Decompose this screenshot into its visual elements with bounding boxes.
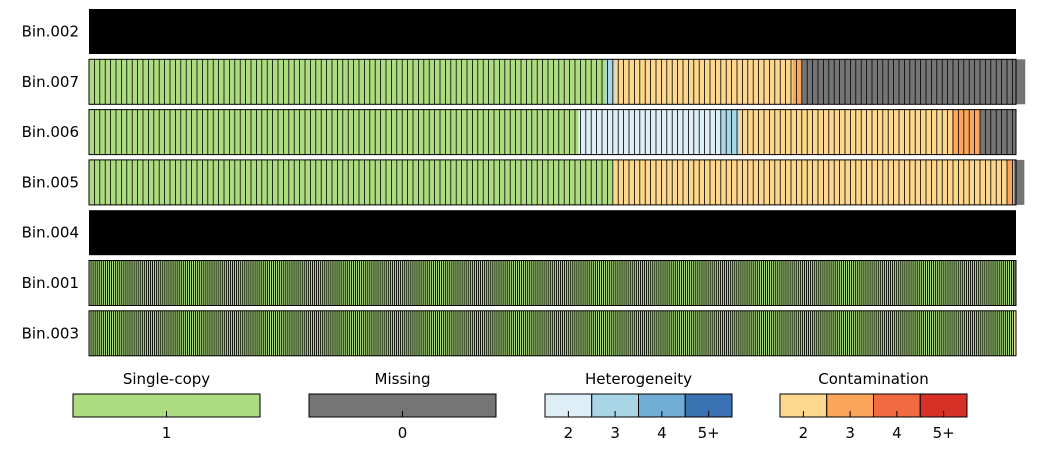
legend-tick-label: 4: [892, 424, 902, 442]
gene-separators: [94, 159, 1013, 205]
segment-con3: [792, 59, 802, 105]
bin-label: Bin.002: [22, 23, 79, 41]
segment-missing: [801, 59, 1026, 105]
legend-missing: Missing 0: [308, 370, 497, 442]
legend-tick-label: 5+: [698, 424, 720, 442]
segment-con3: [1006, 159, 1015, 205]
legend-title: Missing: [375, 370, 431, 388]
legend-contamination: Contamination 2 3 4 5+: [779, 370, 968, 442]
bin-rows: Bin.002 Bin.007 Bin.006 Bin.005 Bin.004 Bin.0…: [22, 9, 1026, 357]
segment-single: [89, 109, 579, 155]
segment-missing: [1014, 159, 1025, 205]
bin-label: Bin.006: [22, 123, 79, 141]
bin-label: Bin.004: [22, 224, 79, 242]
segment-het3: [605, 59, 615, 105]
gene-separators: [94, 109, 1013, 155]
bin-bar-black: [89, 210, 1016, 256]
bin-bar-black: [89, 9, 1016, 54]
legend-tick-label: 5+: [933, 424, 955, 442]
row-bin-004: Bin.004: [22, 210, 1016, 256]
bin-bar-outline: [88, 260, 1017, 306]
segment-con2: [1014, 310, 1016, 356]
bin-bar-outline: [88, 159, 1017, 206]
row-bin-005: Bin.005: [22, 159, 1025, 206]
bin-bar-outline: [88, 310, 1017, 357]
legend-title: Contamination: [818, 370, 928, 388]
segment-single: [89, 310, 1015, 356]
segment-missing: [1013, 260, 1016, 306]
bin-bar-outline: [88, 58, 1017, 105]
segment-con2: [613, 159, 1007, 205]
legend-title: Heterogeneity: [585, 370, 692, 388]
segment-con2: [614, 59, 793, 105]
segment-single: [89, 159, 614, 205]
legend-tick-label: 2: [564, 424, 574, 442]
segment-con2: [738, 109, 953, 155]
segment-missing: [979, 109, 1016, 155]
row-bin-006: Bin.006: [22, 109, 1017, 156]
legend-tick-label: 2: [799, 424, 809, 442]
row-bin-001: Bin.001: [22, 260, 1017, 306]
legend-tick-label: 0: [398, 424, 408, 442]
segment-single: [89, 59, 606, 105]
gene-separators: [90, 260, 1014, 306]
segment-con3: [952, 109, 980, 155]
legend-tick-label: 3: [845, 424, 855, 442]
bin-label: Bin.005: [22, 173, 79, 191]
legend-heterogeneity: Heterogeneity 2 3 4 5+: [544, 370, 733, 442]
row-bin-007: Bin.007: [22, 58, 1026, 105]
bin-label: Bin.003: [22, 324, 79, 342]
legend-single-copy: Single-copy 1: [72, 370, 261, 442]
legend-tick-label: 4: [657, 424, 667, 442]
legend-tick-label: 1: [162, 424, 172, 442]
gene-separators: [94, 59, 1013, 105]
bin-label: Bin.007: [22, 73, 79, 91]
row-bin-003: Bin.003: [22, 310, 1017, 357]
legend-title: Single-copy: [123, 370, 210, 388]
gene-separators: [90, 310, 1014, 356]
legend-tick-label: 3: [610, 424, 620, 442]
bin-label: Bin.001: [22, 274, 79, 292]
segment-het3: [720, 109, 739, 155]
bin-bar-outline: [88, 109, 1017, 156]
row-bin-002: Bin.002: [22, 9, 1016, 54]
